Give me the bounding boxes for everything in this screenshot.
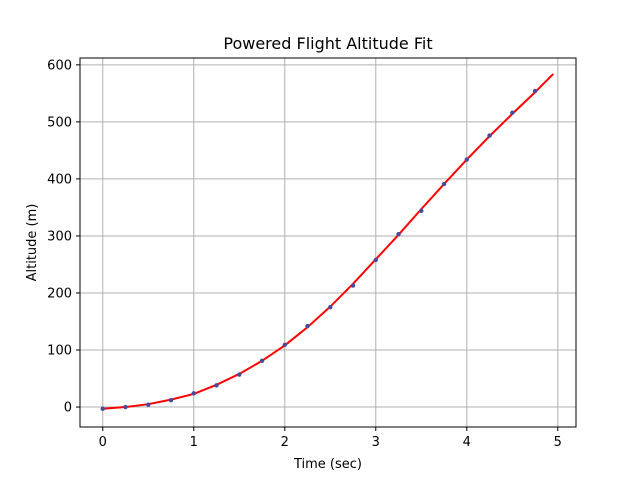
x-tick-label: 1 bbox=[190, 435, 198, 450]
x-tick-label: 2 bbox=[281, 435, 289, 450]
data-point bbox=[396, 232, 401, 237]
data-point bbox=[237, 372, 242, 377]
chart-title: Powered Flight Altitude Fit bbox=[223, 34, 432, 53]
data-point bbox=[510, 110, 515, 115]
axis-ticks: 0 1 2 3 4 5 0 100 200 300 400 500 600 bbox=[47, 58, 562, 450]
data-point bbox=[373, 257, 378, 263]
y-tick-label: 200 bbox=[47, 286, 72, 301]
plot-frame bbox=[79, 57, 577, 428]
data-point bbox=[259, 358, 265, 364]
data-point bbox=[487, 133, 492, 138]
x-tick-label: 3 bbox=[372, 435, 380, 450]
y-tick-label: 400 bbox=[47, 172, 72, 187]
fit-line bbox=[102, 73, 554, 410]
x-axis-label: Time (sec) bbox=[293, 457, 362, 472]
data-point bbox=[282, 342, 287, 348]
x-tick-label: 0 bbox=[99, 435, 107, 450]
data-point bbox=[168, 397, 174, 403]
data-point bbox=[100, 406, 105, 411]
data-point bbox=[146, 402, 151, 407]
data-point bbox=[328, 305, 333, 310]
plot-series bbox=[100, 73, 554, 411]
grid bbox=[80, 58, 576, 427]
x-tick-label: 5 bbox=[554, 435, 562, 450]
y-tick-label: 100 bbox=[47, 344, 72, 359]
y-tick-label: 300 bbox=[47, 229, 72, 244]
y-tick-label: 500 bbox=[47, 115, 72, 130]
data-point bbox=[464, 157, 469, 162]
y-tick-label: 600 bbox=[47, 58, 72, 73]
data-point bbox=[214, 383, 219, 388]
data-point bbox=[419, 208, 424, 214]
data-point bbox=[441, 181, 447, 187]
data-point bbox=[305, 323, 310, 329]
y-tick-label: 0 bbox=[64, 401, 72, 416]
data-point bbox=[123, 404, 128, 410]
data-point bbox=[532, 88, 538, 94]
y-axis-label: Altitude (m) bbox=[25, 204, 40, 282]
data-point bbox=[350, 283, 356, 288]
x-tick-label: 4 bbox=[463, 435, 471, 450]
data-point bbox=[191, 391, 196, 396]
